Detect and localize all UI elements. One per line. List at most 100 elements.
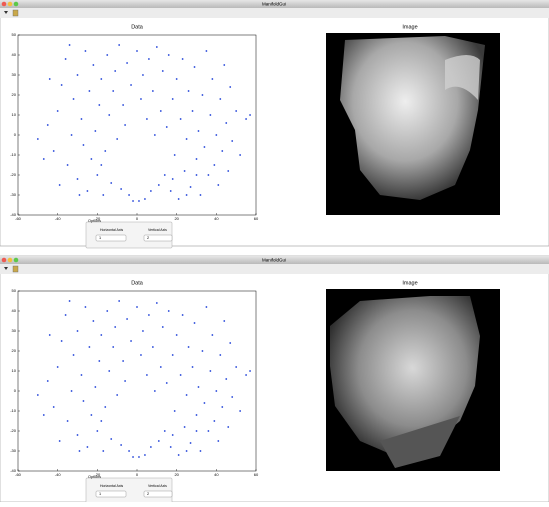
data-point	[198, 386, 200, 388]
data-point	[100, 420, 102, 422]
data-point	[231, 396, 233, 398]
y-tick-label: 40	[12, 52, 17, 57]
toolbar-icon[interactable]	[13, 10, 18, 16]
data-point	[182, 314, 184, 316]
data-point	[140, 354, 142, 356]
data-point	[194, 322, 196, 324]
data-point	[116, 394, 118, 396]
data-point	[200, 194, 202, 196]
data-point	[176, 334, 178, 336]
data-point	[164, 174, 166, 176]
data-point	[150, 190, 152, 192]
y-tick-label: -20	[10, 172, 17, 177]
page: {"windows": [ {"title": "ManifoldGui", "…	[0, 0, 549, 502]
data-point	[180, 374, 182, 376]
window-button[interactable]	[14, 2, 19, 7]
window-button[interactable]	[2, 2, 7, 7]
data-point	[87, 446, 89, 448]
data-point	[158, 184, 160, 186]
data-point	[37, 394, 39, 396]
window-button[interactable]	[14, 258, 19, 263]
data-point	[69, 300, 71, 302]
data-point	[249, 114, 251, 116]
data-point	[164, 430, 166, 432]
data-point	[188, 346, 190, 348]
data-point	[182, 58, 184, 60]
data-point	[136, 50, 138, 52]
data-point	[112, 90, 114, 92]
data-point	[122, 360, 124, 362]
data-point	[138, 200, 140, 202]
data-point	[154, 134, 156, 136]
data-point	[90, 414, 92, 416]
data-point	[229, 342, 231, 344]
data-point	[204, 402, 206, 404]
y-tick-label: 50	[12, 288, 17, 293]
data-point	[180, 118, 182, 120]
vertical-value: 2	[147, 236, 149, 240]
data-point	[160, 110, 162, 112]
data-point	[89, 90, 91, 92]
image-title: Image	[402, 24, 417, 30]
data-point	[67, 420, 69, 422]
x-tick-label: -60	[15, 472, 22, 477]
data-point	[124, 380, 126, 382]
y-tick-label: -10	[10, 152, 17, 157]
window-button[interactable]	[2, 258, 7, 263]
horizontal-label: Horizontal Axis	[100, 228, 123, 232]
data-point	[81, 118, 83, 120]
toolbar-icon[interactable]	[13, 266, 18, 272]
plot-area	[18, 291, 256, 471]
data-point	[65, 314, 67, 316]
data-point	[92, 320, 94, 322]
data-point	[174, 410, 176, 412]
data-point	[178, 198, 180, 200]
window-button[interactable]	[8, 258, 13, 263]
data-point	[190, 442, 192, 444]
y-tick-label: -20	[10, 428, 17, 433]
data-point	[104, 150, 106, 152]
data-point	[89, 346, 91, 348]
y-tick-label: -10	[10, 408, 17, 413]
data-point	[208, 430, 210, 432]
data-point	[130, 84, 132, 86]
window-title: ManifoldGui	[262, 1, 286, 6]
data-point	[128, 194, 130, 196]
data-point	[168, 54, 170, 56]
data-point	[116, 138, 118, 140]
data-point	[37, 138, 39, 140]
data-point	[138, 456, 140, 458]
data-point	[81, 374, 83, 376]
x-tick-label: -40	[55, 216, 62, 221]
data-point	[196, 174, 198, 176]
data-point	[184, 426, 186, 428]
data-point	[235, 366, 237, 368]
data-point	[59, 184, 61, 186]
data-point	[206, 50, 208, 52]
horizontal-label: Horizontal Axis	[100, 484, 123, 488]
x-tick-label: -60	[15, 216, 22, 221]
data-point	[186, 138, 188, 140]
x-tick-label: -40	[55, 472, 62, 477]
window-title: ManifoldGui	[262, 257, 286, 262]
data-point	[227, 426, 229, 428]
data-point	[245, 118, 247, 120]
data-point	[77, 74, 79, 76]
data-point	[215, 134, 217, 136]
y-tick-label: 10	[12, 112, 17, 117]
x-tick-label: 40	[214, 216, 219, 221]
data-point	[227, 170, 229, 172]
data-point	[47, 380, 49, 382]
window-button[interactable]	[8, 2, 13, 7]
data-point	[174, 154, 176, 156]
data-point	[73, 98, 75, 100]
data-point	[186, 394, 188, 396]
data-point	[53, 150, 55, 152]
data-point	[211, 78, 213, 80]
data-point	[120, 444, 122, 446]
vertical-label: Vertical Axis	[148, 228, 167, 232]
plot-title: Data	[131, 24, 144, 30]
y-tick-label: 10	[12, 368, 17, 373]
y-tick-label: 20	[12, 348, 17, 353]
